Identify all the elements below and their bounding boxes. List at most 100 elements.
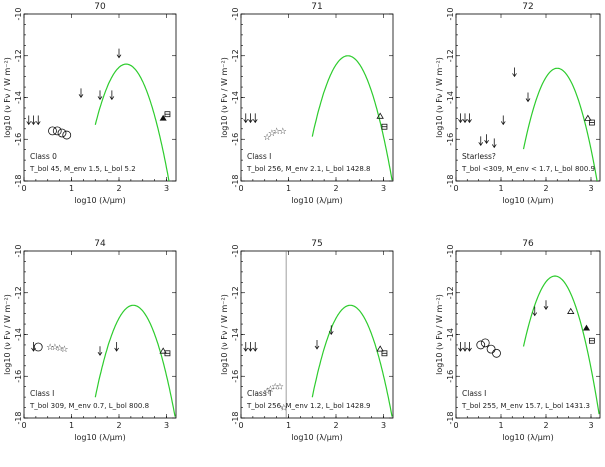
y-tick-label: -10 xyxy=(446,7,455,20)
y-tick-label: -16 xyxy=(14,133,23,146)
x-tick-label: 2 xyxy=(116,421,121,430)
upper-limit-head xyxy=(458,347,463,352)
upper-limit-head xyxy=(491,144,497,149)
chart-panel-70: 70 0 1 2 3 -18 -16 -14 -12 -10 log10 (λ/μm) log10 (… xyxy=(3,2,177,205)
upper-limit-head xyxy=(462,119,468,124)
upper-limit-head xyxy=(462,347,468,352)
x-axis-label: log10 (λ/μm) xyxy=(74,196,125,205)
class-label: Class I xyxy=(247,389,271,398)
x-tick-label: 0 xyxy=(238,184,243,193)
y-tick-label: -10 xyxy=(231,244,240,257)
param-label: T_bol 255, M_env 15.7, L_bol 1431.3 xyxy=(461,402,590,410)
circle-point xyxy=(52,126,62,136)
chart-title: 70 xyxy=(94,2,106,12)
x-tick-label: 3 xyxy=(164,421,169,430)
upper-limit-head xyxy=(26,121,32,126)
upper-limit-head xyxy=(252,119,258,124)
y-tick-label: -14 xyxy=(446,328,455,341)
chart-title: 75 xyxy=(311,239,322,249)
upper-limit-head xyxy=(500,121,506,126)
x-tick-label: 0 xyxy=(453,184,458,193)
star-point: ☆ xyxy=(60,345,68,355)
y-axis-label: log10 (ν Fν / W m⁻²) xyxy=(220,57,229,138)
y-axis-label: log10 (ν Fν / W m⁻²) xyxy=(220,294,229,375)
upper-limit-head xyxy=(243,119,249,124)
upper-limit-head xyxy=(478,142,484,147)
upper-limit-head xyxy=(116,54,122,59)
param-label: T_bol 256, M_env 2.1, L_bol 1428.8 xyxy=(246,165,371,173)
triangle-point xyxy=(376,345,384,352)
x-tick-label: 1 xyxy=(286,421,291,430)
y-tick-label: -18 xyxy=(446,411,455,424)
x-tick-label: 2 xyxy=(333,184,338,193)
upper-limit-head xyxy=(467,119,472,124)
chart-title: 72 xyxy=(522,2,533,12)
circle-point xyxy=(33,342,43,352)
x-tick-label: 2 xyxy=(543,184,548,193)
y-tick-label: -14 xyxy=(231,91,240,104)
upper-limit-head xyxy=(532,312,538,317)
star-point: ☆ xyxy=(279,127,287,137)
y-tick-label: -10 xyxy=(14,244,23,257)
upper-limit-head xyxy=(512,73,517,78)
sed-fit-curve xyxy=(311,55,393,181)
y-axis-label: log10 (ν Fν / W m⁻²) xyxy=(435,57,444,138)
x-tick-label: 0 xyxy=(238,421,243,430)
y-axis-label: log10 (ν Fν / W m⁻²) xyxy=(3,294,12,375)
upper-limit-head xyxy=(252,347,258,352)
star-point: ☆ xyxy=(46,343,54,353)
y-tick-label: -12 xyxy=(446,49,455,62)
chart-panel-75: 75 0 1 2 3 -18 -16 -14 -12 -10 log10 (λ/μm) log10 (… xyxy=(220,239,394,442)
x-tick-label: 2 xyxy=(543,421,548,430)
x-axis-label: log10 (λ/μm) xyxy=(502,433,553,442)
x-tick-label: 2 xyxy=(116,184,121,193)
triangle-point xyxy=(567,307,575,314)
y-tick-label: -16 xyxy=(446,370,455,383)
sed-fit-curve xyxy=(522,275,600,415)
triangle-point xyxy=(376,112,384,119)
y-tick-label: -16 xyxy=(231,133,240,146)
x-tick-label: 3 xyxy=(381,421,386,430)
x-tick-label: 1 xyxy=(69,421,74,430)
upper-limit-head xyxy=(109,96,115,101)
x-tick-label: 1 xyxy=(498,184,503,193)
y-tick-label: -12 xyxy=(231,286,240,299)
star-point: ☆ xyxy=(263,387,271,397)
x-tick-label: 0 xyxy=(453,421,458,430)
sed-fit-curve xyxy=(311,304,393,417)
class-label: Class 0 xyxy=(30,152,57,161)
upper-limit-head xyxy=(248,347,253,352)
class-label: Class I xyxy=(462,389,486,398)
x-tick-label: 3 xyxy=(381,184,386,193)
upper-limit-head xyxy=(35,121,41,126)
sed-fit-curve xyxy=(522,67,598,181)
star-point: ☆ xyxy=(280,404,288,414)
y-tick-label: -12 xyxy=(14,286,23,299)
class-label: Class I xyxy=(247,152,271,161)
chart-title: 76 xyxy=(522,239,534,249)
upper-limit-head xyxy=(248,119,253,124)
chart-title: 71 xyxy=(311,2,322,12)
circle-point xyxy=(48,126,57,136)
upper-limit-head xyxy=(97,96,103,101)
x-tick-label: 1 xyxy=(286,184,291,193)
y-tick-label: -12 xyxy=(231,49,240,62)
chart-panel-76: 76 0 1 2 3 -18 -16 -14 -12 -10 log10 (λ/μm) log10 (… xyxy=(435,239,601,442)
x-tick-label: 3 xyxy=(588,421,593,430)
chart-panel-72: 72 0 1 2 3 -18 -16 -14 -12 -10 log10 (λ/μm) log10 (… xyxy=(435,2,601,205)
circle-point xyxy=(492,348,501,358)
filled-triangle-point xyxy=(159,114,167,121)
y-tick-label: -18 xyxy=(14,411,23,424)
upper-limit-head xyxy=(328,331,334,336)
y-tick-label: -12 xyxy=(446,286,455,299)
y-tick-label: -14 xyxy=(14,91,23,104)
x-tick-label: 1 xyxy=(69,184,74,193)
y-tick-label: -18 xyxy=(231,174,240,187)
x-tick-label: 3 xyxy=(588,184,593,193)
upper-limit-head xyxy=(543,306,549,310)
sed-fit-curve xyxy=(94,63,170,181)
y-tick-label: -14 xyxy=(14,328,23,341)
chart-title: 74 xyxy=(94,239,106,249)
upper-limit-head xyxy=(484,140,489,144)
x-axis-label: log10 (λ/μm) xyxy=(502,196,553,205)
